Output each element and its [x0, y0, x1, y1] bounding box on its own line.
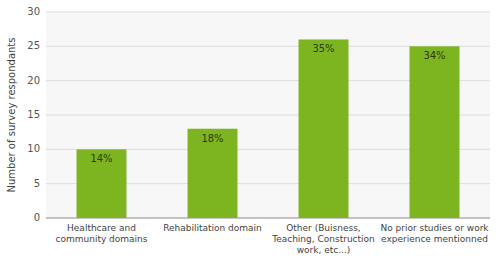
y-tick-label: 0 [34, 212, 40, 223]
chart: 0 5 10 15 20 25 30 14% 18% 35% 34% Healthcare andco… [0, 0, 500, 268]
x-axis-line [46, 218, 490, 219]
data-label: 35% [312, 43, 334, 54]
bars [77, 39, 460, 218]
y-tick-label: 15 [27, 109, 40, 120]
y-tick-label: 5 [34, 178, 40, 189]
y-axis-label: Number of survey respondants [6, 38, 17, 193]
x-tick-label: Rehabilitation domain [163, 223, 262, 233]
y-tick-label: 20 [27, 75, 40, 86]
y-tick-label: 10 [27, 143, 40, 154]
bar [77, 149, 127, 218]
data-label: 14% [90, 153, 112, 164]
x-tick-label: Healthcare andcommunity domains [55, 223, 147, 244]
grid-line [46, 218, 490, 219]
plot-background [46, 12, 490, 218]
bar [188, 129, 238, 218]
bar [410, 46, 460, 218]
bar [299, 39, 349, 218]
grid-line [46, 12, 490, 13]
y-tick-label: 30 [27, 6, 40, 17]
data-label: 34% [423, 50, 445, 61]
x-tick-label: No prior studies or workexperience menti… [380, 223, 489, 244]
data-label: 18% [201, 133, 223, 144]
y-tick-label: 25 [27, 40, 40, 51]
chart-container: 0 5 10 15 20 25 30 14% 18% 35% 34% Healthcare andco… [0, 0, 500, 268]
x-tick-label: Other (Buisness,Teaching, Constructionwo… [271, 223, 375, 255]
